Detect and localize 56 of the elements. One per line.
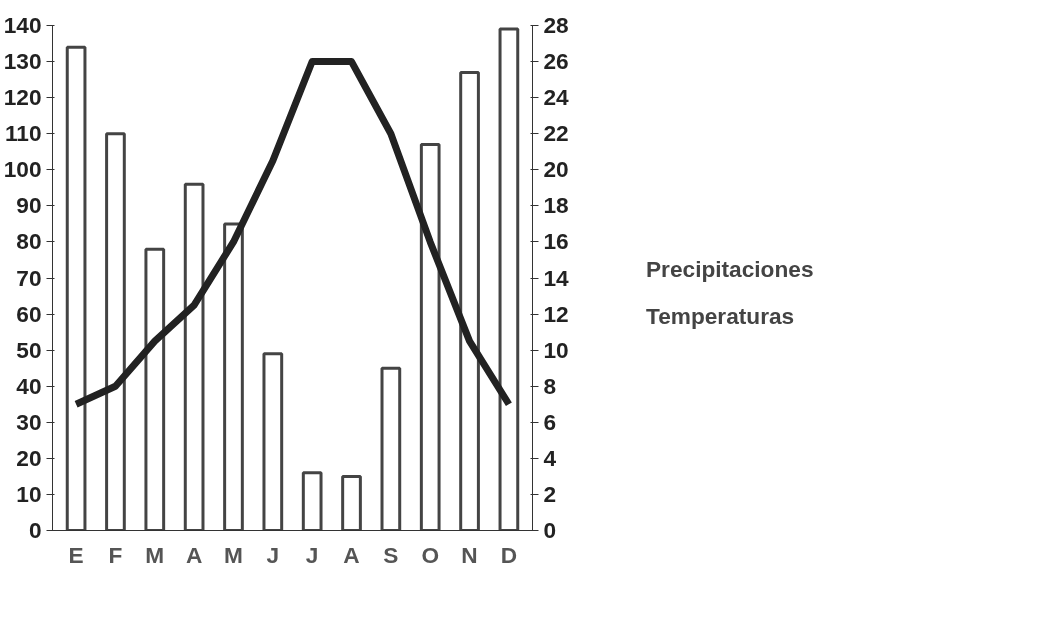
x-tick-label: F <box>108 541 123 568</box>
y-tick-label: 40 <box>16 372 42 399</box>
x-tick-label: M <box>224 541 243 568</box>
x-tick-label: D <box>500 541 518 568</box>
y2-tick-label: 2 <box>543 480 557 507</box>
y2-tick-label: 26 <box>543 48 569 75</box>
y2-tick-label: 28 <box>543 12 569 38</box>
y2-tick-label: 8 <box>543 372 557 399</box>
x-tick-label: A <box>343 541 360 568</box>
y-tick-label: 0 <box>28 517 42 543</box>
y2-tick-label: 16 <box>543 228 569 255</box>
y2-tick-label: 0 <box>543 517 557 543</box>
bar <box>223 222 244 531</box>
bar <box>341 474 362 531</box>
x-tick-label: S <box>383 541 399 568</box>
y-tick-label: 100 <box>3 156 42 183</box>
x-tick-label: M <box>145 541 165 568</box>
bar <box>380 366 402 531</box>
x-tick-label: O <box>421 541 440 568</box>
y-tick-label: 130 <box>3 48 42 75</box>
y-tick-label: 30 <box>16 408 42 435</box>
x-tick-label: J <box>305 541 319 568</box>
y2-tick-label: 18 <box>543 192 569 219</box>
text: Temperaturas <box>646 303 795 330</box>
bar <box>183 182 205 531</box>
y-tick-label: 140 <box>3 12 42 38</box>
bar <box>262 352 284 531</box>
y-tick-label: 90 <box>16 192 42 219</box>
bar <box>498 27 520 531</box>
x-tick-label: A <box>185 541 203 568</box>
y-tick-label: 120 <box>3 84 42 111</box>
bar <box>65 45 87 531</box>
y-tick-label: 80 <box>16 228 42 255</box>
bar <box>144 247 166 531</box>
bar <box>301 471 323 531</box>
bar <box>105 132 126 531</box>
y2-tick-label: 20 <box>543 156 569 183</box>
y-tick-label: 110 <box>4 120 42 147</box>
text: Precipitaciones <box>646 256 814 283</box>
y2-tick-label: 14 <box>543 264 570 291</box>
y2-tick-label: 10 <box>543 336 569 363</box>
y2-tick-label: 24 <box>543 84 570 111</box>
bar <box>459 70 480 531</box>
x-tick-label: E <box>68 541 84 568</box>
y-tick-label: 70 <box>16 264 42 291</box>
y2-tick-label: 4 <box>543 444 557 471</box>
y2-tick-label: 22 <box>543 120 569 147</box>
x-tick-label: J <box>266 541 280 568</box>
x-tick-label: N <box>461 541 478 568</box>
y2-tick-label: 12 <box>543 300 569 327</box>
y-tick-label: 20 <box>16 444 42 471</box>
bar <box>419 143 441 531</box>
y-tick-label: 10 <box>16 480 42 507</box>
y-tick-label: 60 <box>16 300 42 327</box>
y-tick-label: 50 <box>16 336 42 363</box>
y2-tick-label: 6 <box>543 408 557 435</box>
